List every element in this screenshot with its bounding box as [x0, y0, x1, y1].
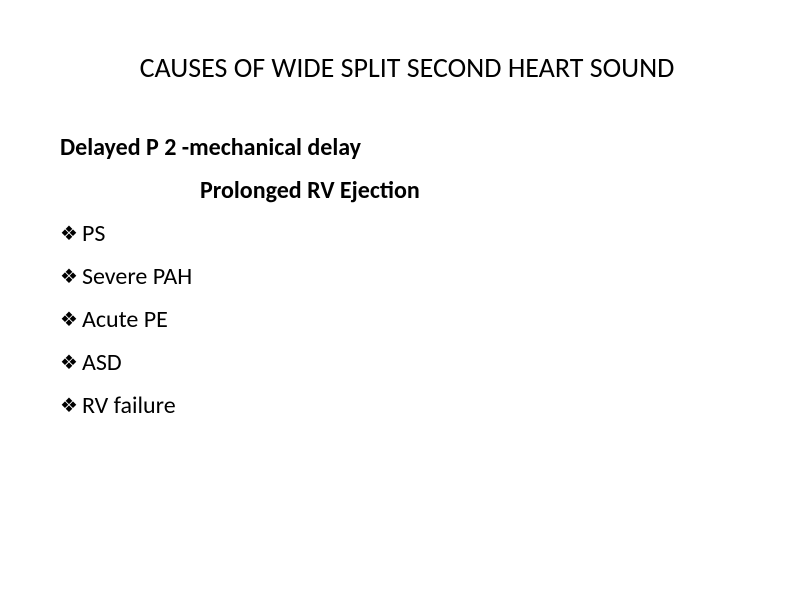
bullet-text: ASD: [82, 348, 122, 377]
bullet-text: Severe PAH: [82, 262, 192, 291]
diamond-bullet-icon: ❖: [60, 353, 78, 373]
slide-title: CAUSES OF WIDE SPLIT SECOND HEART SOUND: [80, 50, 734, 85]
list-item: ❖ ASD: [60, 348, 734, 377]
list-item: ❖ PS: [60, 219, 734, 248]
diamond-bullet-icon: ❖: [60, 396, 78, 416]
list-item: ❖ RV failure: [60, 391, 734, 420]
bullet-text: RV failure: [82, 391, 176, 420]
subheading-mechanical-delay: Delayed P 2 -mechanical delay: [60, 133, 734, 162]
subheading-rv-ejection: Prolonged RV Ejection: [200, 176, 734, 205]
slide-container: CAUSES OF WIDE SPLIT SECOND HEART SOUND …: [0, 0, 794, 474]
bullet-list: ❖ PS ❖ Severe PAH ❖ Acute PE ❖ ASD ❖ RV …: [60, 219, 734, 420]
bullet-text: Acute PE: [82, 305, 168, 334]
diamond-bullet-icon: ❖: [60, 267, 78, 287]
list-item: ❖ Severe PAH: [60, 262, 734, 291]
bullet-text: PS: [82, 219, 105, 248]
diamond-bullet-icon: ❖: [60, 310, 78, 330]
list-item: ❖ Acute PE: [60, 305, 734, 334]
diamond-bullet-icon: ❖: [60, 224, 78, 244]
